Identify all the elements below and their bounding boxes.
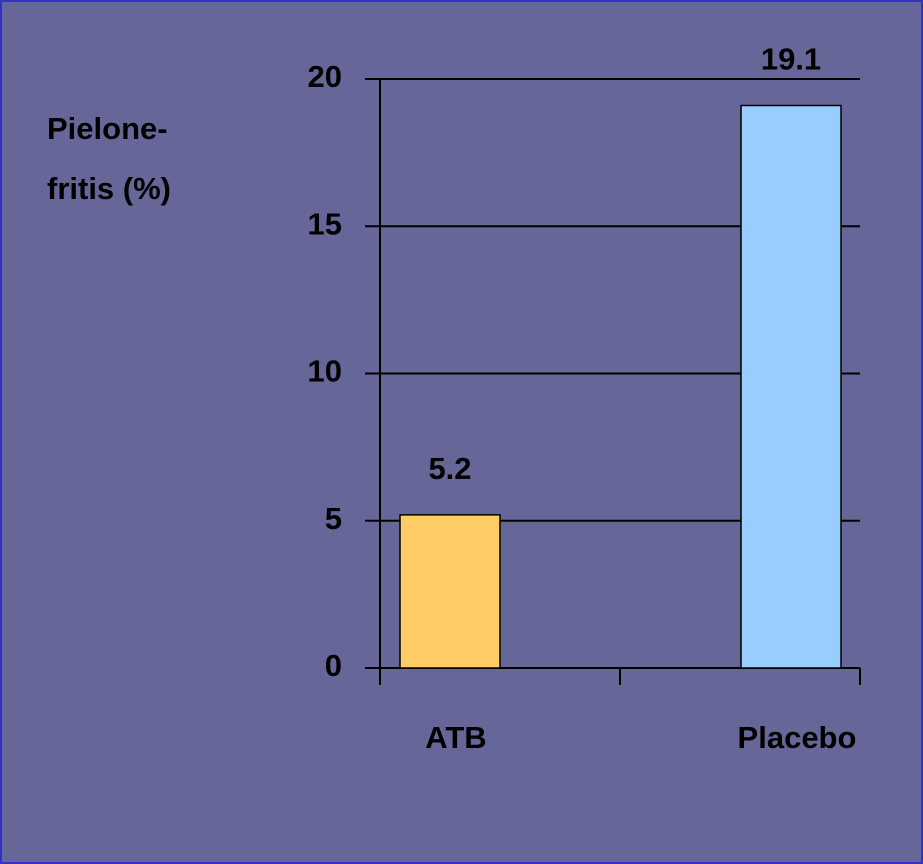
data-label: 5.2 (428, 451, 471, 486)
y-tick-label: 15 (308, 206, 342, 241)
x-tick-label: ATB (425, 720, 486, 755)
y-tick-label: 0 (325, 648, 342, 683)
y-tick-label: 10 (308, 354, 342, 389)
y-tick-label: 20 (308, 59, 342, 94)
data-label: 19.1 (761, 42, 821, 77)
bar (399, 514, 501, 669)
y-axis-label: fritis (%) (47, 171, 171, 206)
y-tick-label: 5 (325, 501, 342, 536)
y-axis-label: Pielone- (47, 111, 168, 146)
bar (740, 104, 842, 669)
x-tick-label: Placebo (738, 720, 857, 755)
